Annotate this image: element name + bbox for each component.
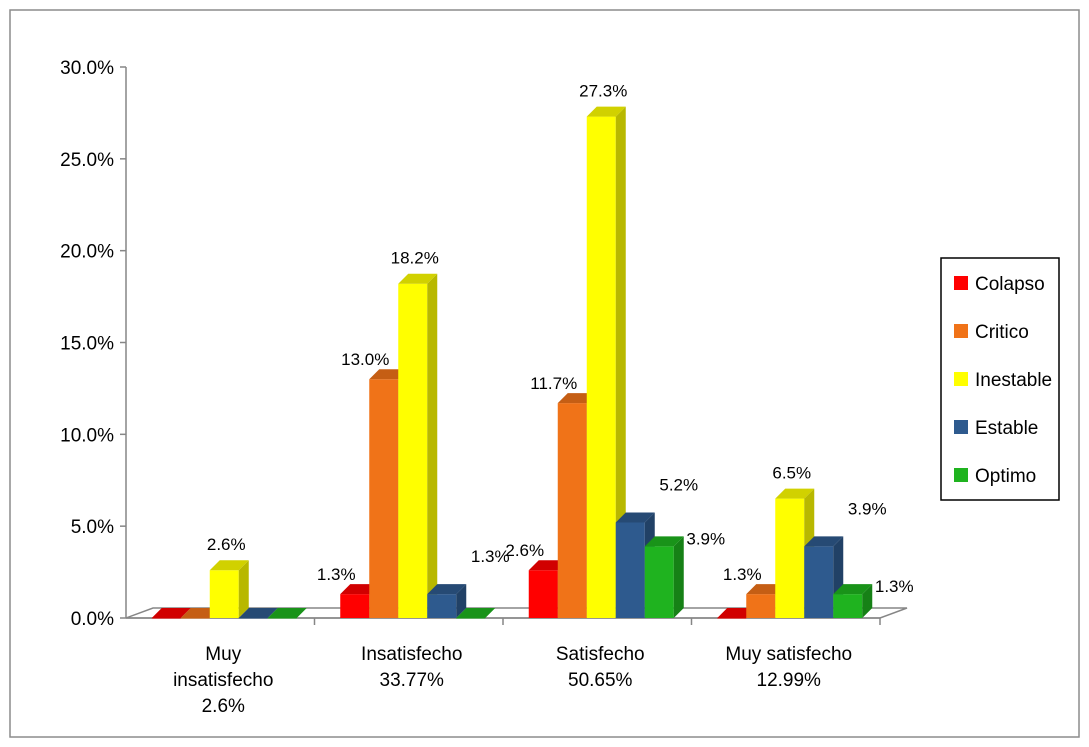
data-label-colapso-1: 1.3% (317, 565, 356, 584)
bar-inestable-2 (586, 106, 626, 618)
legend-label: Colapso (975, 274, 1045, 295)
bar-side (615, 106, 626, 618)
y-tick-label: 30.0% (60, 58, 114, 79)
bar-top (615, 512, 655, 523)
bar-front (746, 594, 776, 618)
bar-front (804, 546, 834, 618)
bar-side (673, 536, 684, 618)
bar-side (238, 560, 249, 618)
legend-item-inestable: Inestable (954, 370, 1052, 391)
data-label-optimo-3: 1.3% (875, 577, 914, 596)
legend-label: Estable (975, 418, 1038, 439)
legend-item-colapso: Colapso (954, 274, 1045, 295)
legend-swatch (954, 420, 968, 434)
legend-item-critico: Critico (954, 322, 1029, 343)
bar-front (369, 379, 399, 618)
data-labels: 2.6%1.3%13.0%18.2%1.3%2.6%11.7%27.3%5.2%… (207, 82, 914, 597)
data-label-inestable-3: 6.5% (772, 464, 811, 483)
bar-front (717, 618, 747, 619)
y-tick-label: 10.0% (60, 425, 114, 446)
data-label-inestable-2: 27.3% (579, 82, 627, 101)
bar-front (775, 498, 805, 618)
bars (151, 106, 873, 619)
bar-optimo-1 (456, 608, 496, 619)
bar-top (151, 608, 191, 618)
y-tick-label: 5.0% (71, 517, 114, 538)
bar-top (267, 608, 307, 618)
bar-optimo-3 (833, 584, 873, 618)
data-label-estable-3: 3.9% (848, 499, 887, 518)
bar-top (398, 273, 438, 284)
bar-front (557, 403, 587, 618)
bar-front (340, 594, 370, 618)
bar-front (615, 522, 645, 618)
legend-label: Optimo (975, 466, 1036, 487)
legend-swatch (954, 372, 968, 386)
legend: Colapso Critico Inestable Estable Optimo (940, 257, 1060, 501)
legend-item-estable: Estable (954, 418, 1038, 439)
data-label-inestable-1: 18.2% (391, 249, 439, 268)
bar-top (833, 584, 873, 595)
y-axis: 0.0% 5.0% 10.0% 15.0% 20.0% 25.0% 30.0% (60, 58, 881, 630)
bar-front (267, 618, 297, 619)
bar-side (456, 584, 467, 618)
bar-front (151, 618, 181, 619)
bar-front (398, 283, 428, 618)
bar-front (644, 546, 674, 618)
data-label-estable-2: 5.2% (659, 475, 698, 494)
legend-swatch (954, 324, 968, 338)
category-labels: Muy insatisfecho 2.6% Insatisfecho 33.77% Sat… (173, 644, 852, 717)
bar-side (862, 584, 873, 618)
data-label-colapso-2: 2.6% (505, 541, 544, 560)
category-label-3: Muy satisfecho 12.99% (725, 644, 852, 691)
y-tick-label: 15.0% (60, 334, 114, 355)
bar-estable-1 (427, 584, 467, 618)
bar-front (528, 570, 558, 618)
bar-optimo-2 (644, 536, 684, 618)
y-tick-label: 20.0% (60, 242, 114, 263)
bar-top (456, 608, 496, 618)
bar-front (586, 116, 616, 618)
legend-label: Critico (975, 322, 1029, 343)
category-label-0: Muy insatisfecho 2.6% (173, 644, 273, 717)
bar-inestable-0 (209, 560, 249, 618)
y-tick-label: 25.0% (60, 150, 114, 171)
bar-front (238, 618, 268, 619)
legend-swatch (954, 468, 968, 482)
bar-top (775, 488, 815, 499)
bar-front (456, 618, 486, 619)
legend-label: Inestable (975, 370, 1052, 391)
y-tick-label: 0.0% (71, 609, 114, 630)
data-label-critico-3: 1.3% (723, 565, 762, 584)
bar-inestable-1 (398, 273, 438, 618)
bar-front (427, 594, 457, 618)
bar-top (804, 536, 844, 547)
bar-front (209, 570, 239, 618)
bar-top (238, 608, 278, 618)
bar-top (644, 536, 684, 547)
bar-colapso-0 (151, 608, 191, 619)
bar-side (427, 273, 438, 618)
bar-front (180, 618, 210, 619)
bar-front (833, 594, 863, 618)
category-label-2: Satisfecho 50.65% (556, 644, 645, 691)
bar-estable-0 (238, 608, 278, 619)
legend-swatch (954, 276, 968, 290)
bar-top (586, 106, 626, 117)
category-label-1: Insatisfecho 33.77% (361, 644, 462, 691)
data-label-inestable-0: 2.6% (207, 535, 246, 554)
bar-optimo-0 (267, 608, 307, 619)
legend-item-optimo: Optimo (954, 466, 1036, 487)
data-label-optimo-2: 3.9% (686, 529, 725, 548)
data-label-critico-1: 13.0% (341, 350, 389, 369)
data-label-estable-1: 1.3% (471, 547, 510, 566)
bar-top (427, 584, 467, 595)
data-label-critico-2: 11.7% (530, 374, 577, 393)
bar-top (209, 560, 249, 571)
